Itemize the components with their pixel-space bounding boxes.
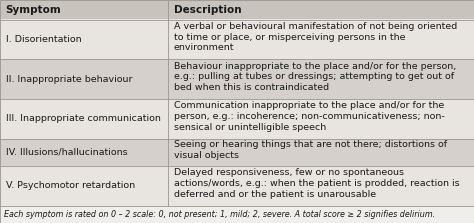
Bar — [0, 59, 168, 99]
Text: IV. Illusions/hallucinations: IV. Illusions/hallucinations — [6, 148, 128, 157]
Text: Description: Description — [174, 5, 242, 15]
Bar — [0, 19, 168, 59]
Bar — [168, 59, 474, 99]
Bar — [0, 166, 168, 206]
Text: Delayed responsiveness, few or no spontaneous
actions/words, e.g.: when the pati: Delayed responsiveness, few or no sponta… — [174, 168, 460, 199]
Text: I. Disorientation: I. Disorientation — [6, 35, 82, 44]
Text: Seeing or hearing things that are not there; distortions of
visual objects: Seeing or hearing things that are not th… — [174, 140, 447, 160]
Text: II. Inappropriate behaviour: II. Inappropriate behaviour — [6, 74, 132, 84]
Bar — [168, 138, 474, 166]
Bar — [0, 138, 168, 166]
Text: Behaviour inappropriate to the place and/or for the person,
e.g.: pulling at tub: Behaviour inappropriate to the place and… — [174, 62, 456, 92]
Bar — [0, 99, 168, 138]
Text: V. Psychomotor retardation: V. Psychomotor retardation — [6, 181, 135, 190]
Text: Symptom: Symptom — [6, 5, 62, 15]
Bar — [168, 99, 474, 138]
Bar — [168, 166, 474, 206]
Text: Each symptom is rated on 0 – 2 scale: 0, not present; 1, mild; 2, severe. A tota: Each symptom is rated on 0 – 2 scale: 0,… — [4, 210, 435, 219]
Bar — [168, 19, 474, 59]
Bar — [0, 0, 474, 19]
Bar — [0, 206, 474, 223]
Text: III. Inappropriate communication: III. Inappropriate communication — [6, 114, 161, 123]
Text: Communication inappropriate to the place and/or for the
person, e.g.: incoherenc: Communication inappropriate to the place… — [174, 101, 445, 132]
Text: A verbal or behavioural manifestation of not being oriented
to time or place, or: A verbal or behavioural manifestation of… — [174, 22, 457, 52]
